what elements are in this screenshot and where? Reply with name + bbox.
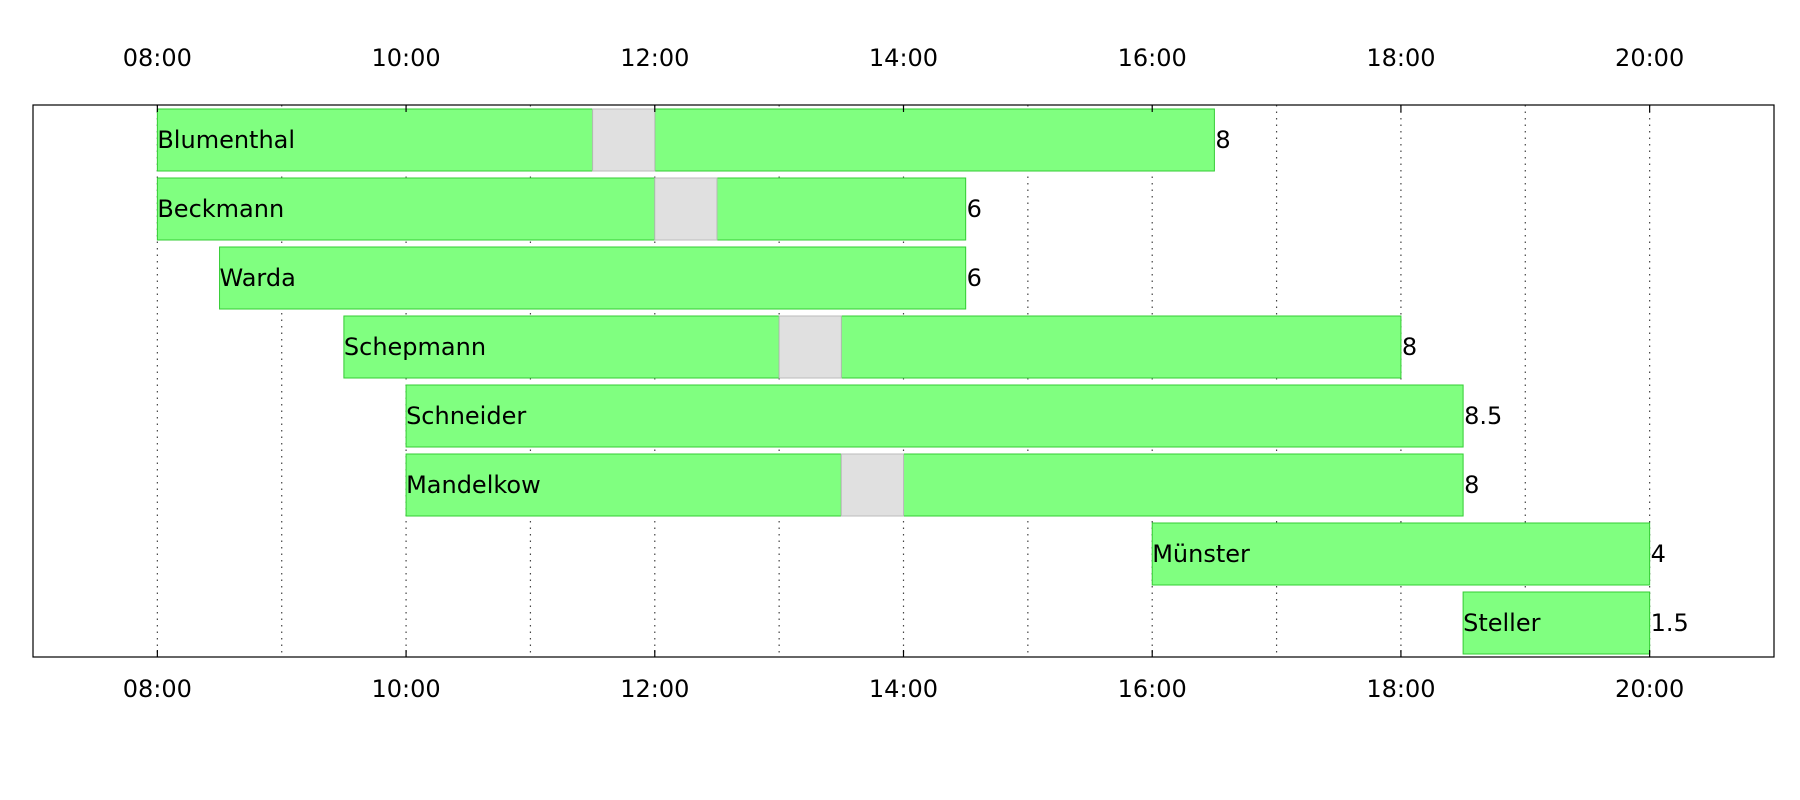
- break-bar-beckmann-1: [654, 177, 718, 241]
- bar-total-mandelkow: 8: [1464, 471, 1479, 499]
- work-bar-mandelkow-2: [903, 453, 1464, 517]
- bar-total-beckmann: 6: [967, 195, 982, 223]
- break-bar-mandelkow-1: [840, 453, 904, 517]
- work-bar-m-nster-1: [1151, 522, 1651, 586]
- bar-name-steller: Steller: [1463, 609, 1541, 637]
- work-bar-schneider-1: [405, 384, 1464, 448]
- break-bar-schepmann-1: [778, 315, 842, 379]
- work-bar-blumenthal-2: [654, 108, 1215, 172]
- work-bar-schepmann-2: [840, 315, 1402, 379]
- bar-name-warda: Warda: [220, 264, 296, 292]
- work-bar-beckmann-1: [156, 177, 656, 241]
- bottom-tick-label-6: 20:00: [1615, 675, 1684, 703]
- bottom-tick-label-3: 14:00: [869, 675, 938, 703]
- axis-ticks: 08:00 08:00 10:00 10:00 12:00 12:00 14:00 14:00…: [123, 44, 1684, 703]
- bar-name-schneider: Schneider: [406, 402, 526, 430]
- bar-total-m-nster: 4: [1651, 540, 1666, 568]
- work-bar-blumenthal-1: [156, 108, 594, 172]
- top-tick-label-5: 18:00: [1366, 44, 1435, 72]
- work-bar-steller-1: [1462, 591, 1651, 655]
- bar-total-schepmann: 8: [1402, 333, 1417, 361]
- bar-name-schepmann: Schepmann: [344, 333, 486, 361]
- top-tick-label-6: 20:00: [1615, 44, 1684, 72]
- top-tick-label-2: 12:00: [620, 44, 689, 72]
- bar-name-blumenthal: Blumenthal: [157, 126, 295, 154]
- bar-total-warda: 6: [967, 264, 982, 292]
- work-bar-warda-1: [219, 246, 967, 310]
- bar-name-beckmann: Beckmann: [157, 195, 284, 223]
- bar-total-schneider: 8.5: [1464, 402, 1502, 430]
- work-bar-beckmann-2: [716, 177, 967, 241]
- bar-labels: Blumenthal 8 Beckmann 6 Warda 6 Schepmann 8 Schn…: [157, 126, 1688, 637]
- bar-name-mandelkow: Mandelkow: [406, 471, 541, 499]
- bottom-tick-label-0: 08:00: [123, 675, 192, 703]
- bar-name-m-nster: Münster: [1152, 540, 1250, 568]
- bottom-tick-label-1: 10:00: [371, 675, 440, 703]
- bottom-tick-label-5: 18:00: [1366, 675, 1435, 703]
- break-bar-blumenthal-1: [592, 108, 656, 172]
- bar-total-blumenthal: 8: [1215, 126, 1230, 154]
- top-tick-label-0: 08:00: [123, 44, 192, 72]
- top-tick-label-3: 14:00: [869, 44, 938, 72]
- shift-bars: [156, 108, 1651, 655]
- bottom-tick-label-4: 16:00: [1118, 675, 1187, 703]
- top-tick-label-1: 10:00: [371, 44, 440, 72]
- work-bar-schepmann-1: [343, 315, 780, 379]
- bar-total-steller: 1.5: [1651, 609, 1689, 637]
- bottom-tick-label-2: 12:00: [620, 675, 689, 703]
- work-bar-mandelkow-1: [405, 453, 842, 517]
- top-tick-label-4: 16:00: [1118, 44, 1187, 72]
